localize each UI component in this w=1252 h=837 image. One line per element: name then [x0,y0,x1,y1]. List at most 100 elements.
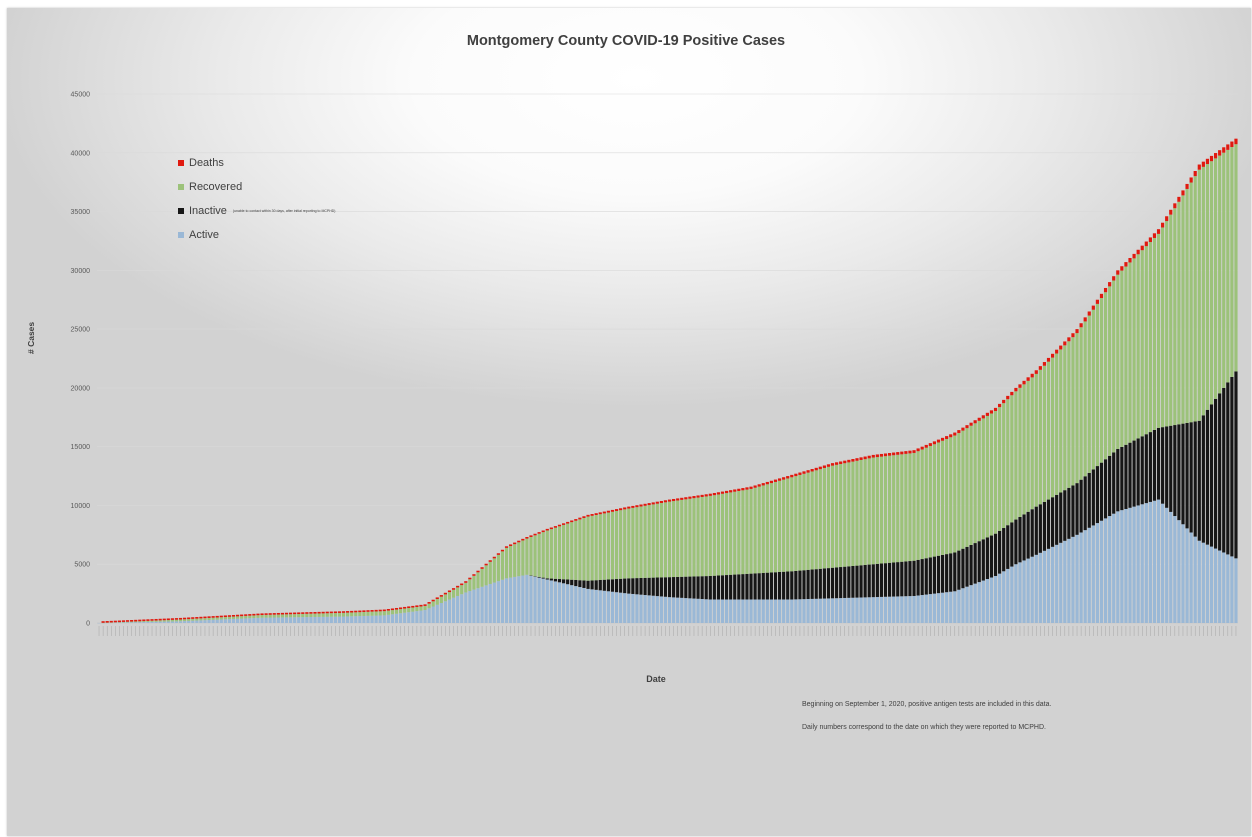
bar-segment-active [839,598,843,623]
bar-segment-recovered [757,486,761,574]
bar-segment-inactive [1161,427,1165,504]
bar-segment-recovered [252,615,256,619]
bar-segment-active [1226,554,1230,623]
bar-segment-recovered [647,505,651,578]
bar-segment-recovered [178,619,183,622]
bar-segment-deaths [1002,399,1006,404]
y-tick-label: 20000 [71,385,91,392]
bar-segment-deaths [390,608,395,611]
bar-segment-inactive [940,554,945,593]
bar-segment-deaths [1226,144,1230,150]
bar-segment-active [435,604,439,623]
bar-segment-active [655,596,659,623]
bar-segment-recovered [810,471,814,570]
bar-segment-inactive [545,578,549,580]
bar-segment-active [443,601,447,623]
bar-segment-recovered [1014,391,1018,520]
bar-segment-deaths [1055,349,1059,354]
bar-segment-deaths [284,612,289,615]
bar-segment-inactive [1103,459,1108,519]
bar-segment-deaths [602,511,606,514]
bar-segment-active [647,595,651,623]
bar-segment-active [382,615,386,623]
bar-segment-active [374,615,378,623]
bar-segment-recovered [1181,195,1185,424]
bar-segment-deaths [378,609,382,612]
bar-segment-recovered [427,603,431,609]
bar-segment-active [1140,504,1144,623]
bar-segment-deaths [529,535,533,537]
bar-segment-deaths [590,514,594,516]
bar-segment-recovered [729,492,733,575]
bar-segment-recovered [562,524,566,580]
bar-segment-deaths [313,611,317,614]
bar-segment-inactive [578,580,582,588]
bar-segment-active [268,617,272,623]
legend-item-deaths: Deaths [178,155,335,171]
bar-segment-active [1116,511,1120,623]
bar-segment-inactive [786,571,790,600]
bar-segment-inactive [1087,472,1091,528]
bar-segment-inactive [663,577,668,597]
bar-segment-active [680,597,684,623]
legend-item-inactive: Inactive (unable to contact within 30 da… [178,203,335,219]
bar-segment-recovered [932,444,936,557]
bar-segment-inactive [949,553,953,592]
bar-segment-recovered [1083,321,1087,477]
y-tick-label: 35000 [71,209,91,216]
bar-segment-recovered [158,620,162,622]
bar-segment-active [688,598,692,623]
bar-segment-deaths [134,619,138,622]
bar-segment-inactive [977,541,981,583]
bar-segment-deaths [761,483,765,486]
bar-segment-active [810,598,814,623]
bar-segment-recovered [525,538,529,575]
bar-segment-inactive [737,574,741,600]
bar-segment-active [1124,508,1128,623]
bar-segment-active [329,616,333,623]
bar-segment-recovered [1055,353,1059,495]
bar-segment-recovered [619,510,623,579]
bar-segment-active [1067,538,1071,623]
bar-segment-deaths [916,448,920,452]
bar-segment-deaths [451,588,456,590]
bar-segment-active [358,616,362,623]
bar-segment-deaths [1083,317,1087,322]
bar-segment-active [1079,532,1083,623]
bar-segment-deaths [1132,253,1136,259]
bar-segment-deaths [1112,276,1116,281]
bar-segment-active [973,583,977,623]
bar-segment-recovered [940,440,945,555]
bar-segment-recovered [280,614,284,618]
bar-segment-recovered [863,459,867,565]
bar-segment-inactive [557,579,562,583]
bar-segment-recovered [639,506,643,578]
bar-segment-recovered [851,461,855,566]
bar-segment-recovered [415,606,419,612]
bar-segment-deaths [272,613,276,615]
bar-segment-active [1234,558,1238,623]
bar-segment-deaths [537,532,541,534]
bar-segment-inactive [1055,494,1059,545]
bar-segment-recovered [839,464,843,568]
bar-segment-recovered [1116,274,1120,450]
bar-segment-recovered [672,501,676,578]
bar-segment-recovered [1197,169,1201,421]
bar-segment-inactive [741,574,745,600]
bar-segment-inactive [610,579,615,592]
bar-segment-inactive [553,578,558,582]
bar-segment-active [1095,523,1099,623]
bar-segment-recovered [773,481,778,573]
bar-segment-inactive [1018,516,1022,563]
bar-segment-deaths [745,487,749,490]
bar-segment-active [557,582,562,623]
bar-segment-inactive [749,573,753,600]
bar-segment-recovered [663,502,668,578]
bar-segment-recovered [1046,361,1051,500]
bar-segment-inactive [1042,501,1047,551]
bar-segment-inactive [843,566,847,598]
bar-segment-inactive [957,550,961,590]
bar-segment-inactive [733,574,737,600]
bar-segment-inactive [1209,404,1214,547]
bar-segment-recovered [509,546,513,578]
